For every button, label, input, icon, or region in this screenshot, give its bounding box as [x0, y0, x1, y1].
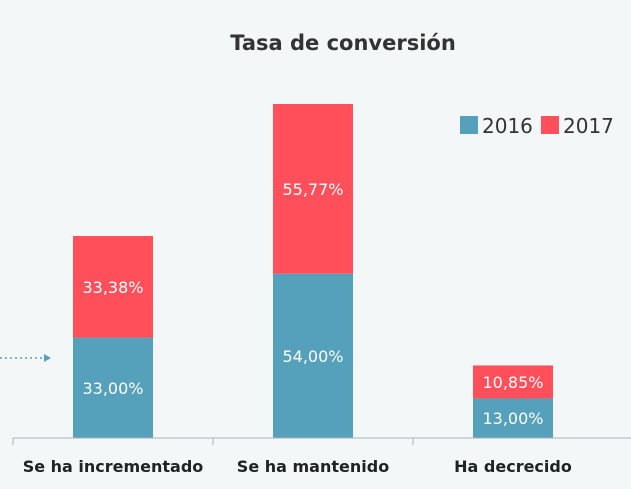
bar-marks: 33,00% 33,38% Se ha incrementado 54,00% 55,7…	[23, 104, 572, 476]
bar-value-label: 13,00%	[482, 409, 543, 428]
bar-2017	[73, 236, 153, 338]
bar-2016	[73, 337, 153, 438]
bar-value-label: 10,85%	[482, 373, 543, 392]
bar-value-label: 55,77%	[282, 180, 343, 199]
bar-value-label: 54,00%	[282, 347, 343, 366]
bar-value-label: 33,00%	[82, 379, 143, 398]
bar-2016	[473, 398, 553, 438]
legend-label-2017: 2017	[563, 114, 614, 138]
bar-value-label: 33,38%	[82, 278, 143, 297]
bar-2017	[273, 104, 353, 274]
legend-label-2016: 2016	[482, 114, 533, 138]
legend-swatch-2017	[541, 116, 559, 134]
chart-title: Tasa de conversión	[230, 31, 456, 55]
legend-swatch-2016	[460, 116, 478, 134]
bar-2017	[473, 365, 553, 399]
bar-2016	[273, 273, 353, 438]
category-label: Se ha mantenido	[237, 457, 389, 476]
category-label: Ha decrecido	[454, 457, 572, 476]
legend: 2016 2017	[460, 114, 614, 138]
arrow-head-icon	[44, 354, 51, 362]
x-axis	[12, 437, 631, 445]
category-label: Se ha incrementado	[23, 457, 204, 476]
annotation-arrow	[0, 354, 51, 362]
